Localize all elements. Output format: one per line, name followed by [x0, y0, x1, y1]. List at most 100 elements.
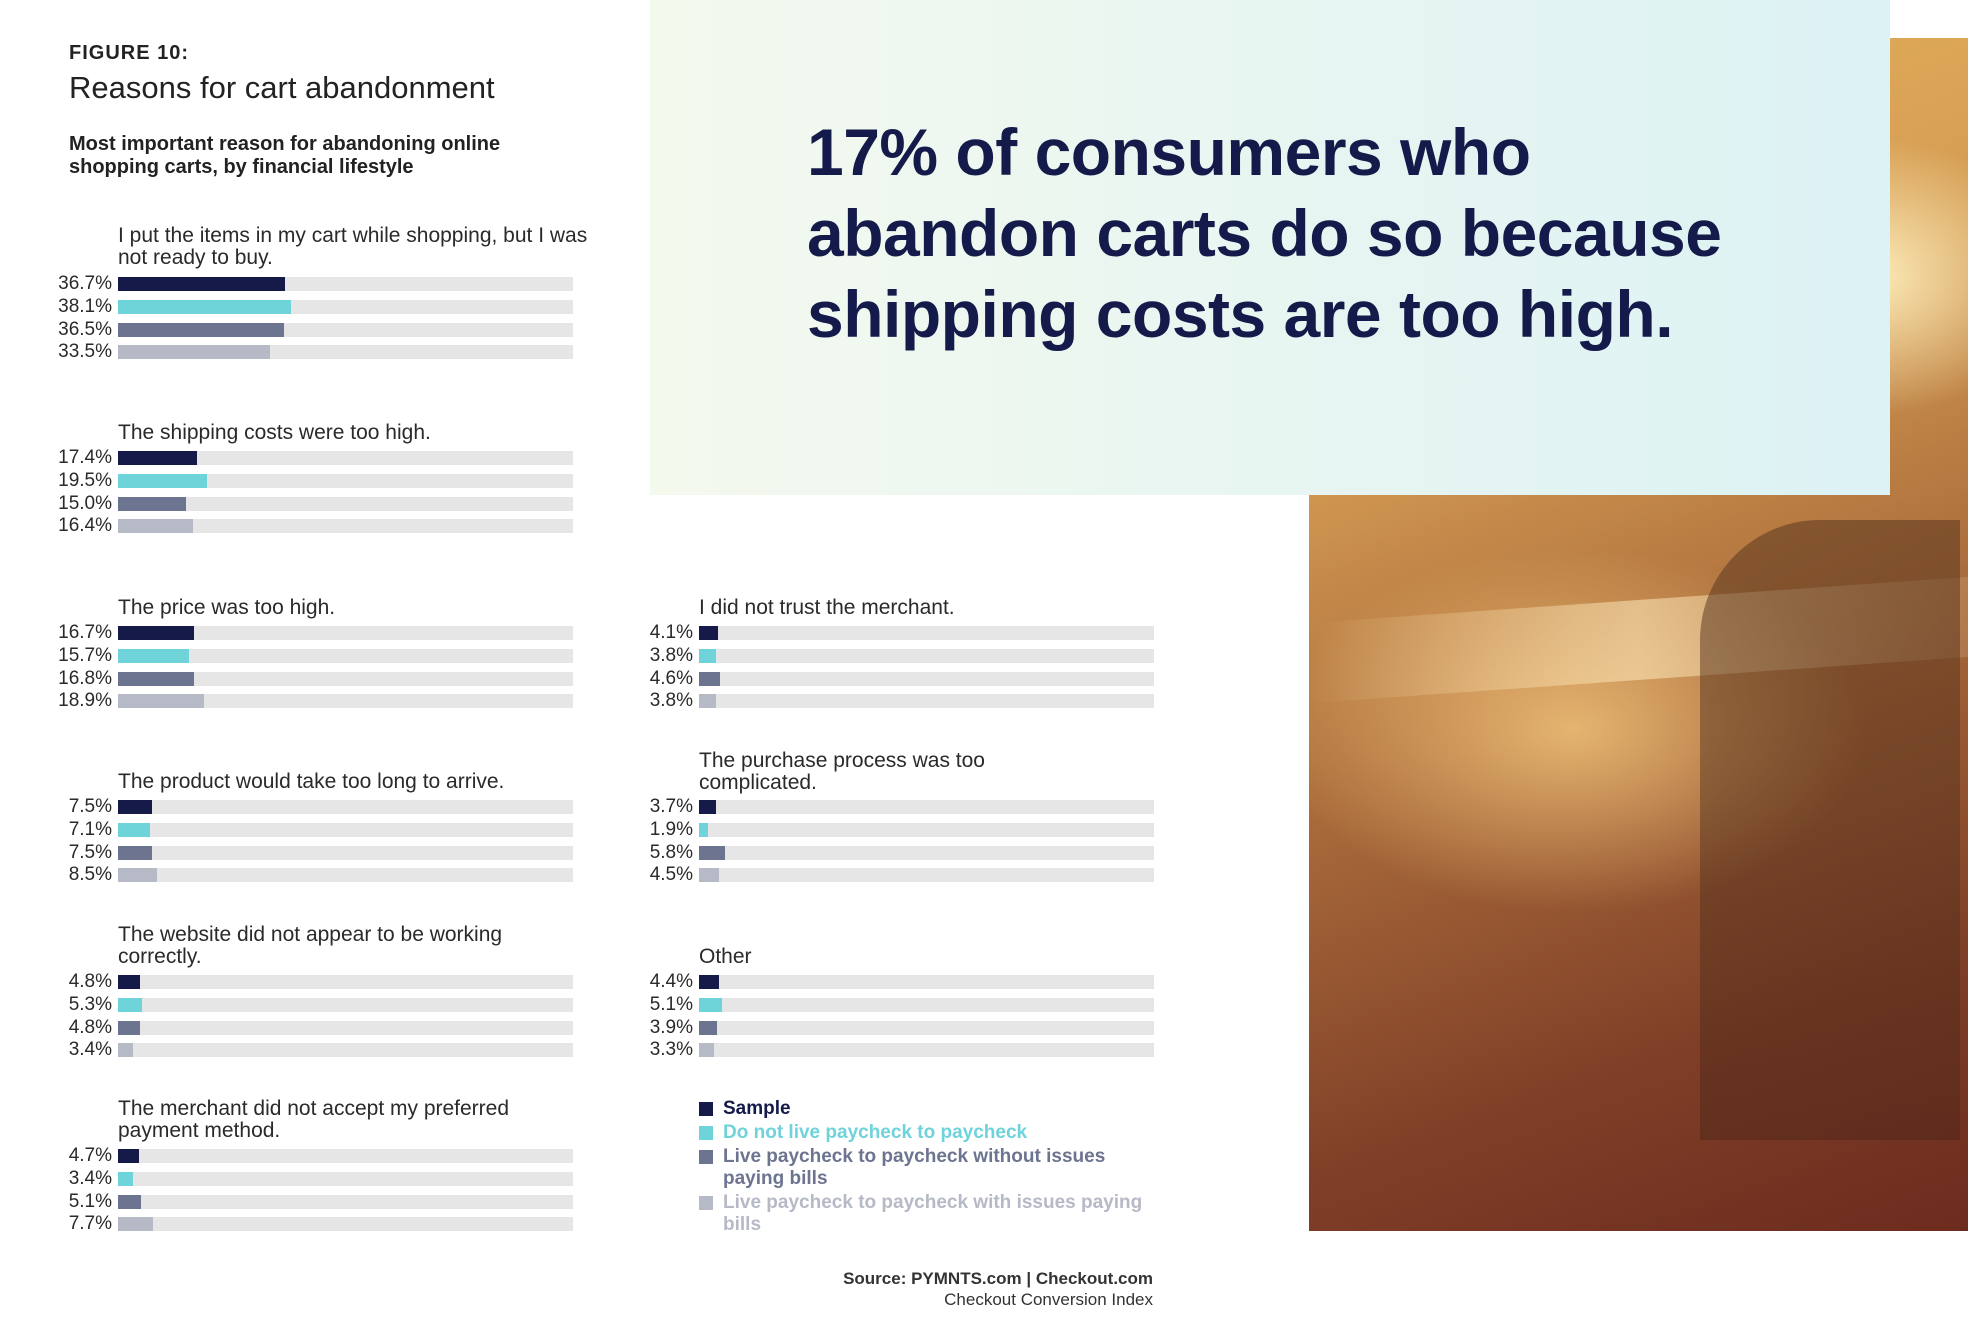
chart-group-title: The purchase process was too complicated… [699, 749, 985, 794]
legend-item-paycheck-issues: Live paycheck to paycheck with issues pa… [699, 1192, 1163, 1236]
bar-value-label: 36.7% [58, 273, 112, 294]
bar-value-label: 3.7% [649, 796, 693, 817]
bar-track [699, 671, 1154, 686]
bar-value-label: 4.4% [649, 971, 693, 992]
bar-value-label: 33.5% [58, 341, 112, 363]
bar [118, 1217, 154, 1232]
source-line2: Checkout Conversion Index [944, 1290, 1153, 1309]
bar [699, 822, 708, 837]
bar-value-label: 4.8% [68, 1016, 112, 1038]
bar-track [118, 277, 573, 291]
legend-label: Sample [723, 1098, 791, 1119]
bar-track [118, 1194, 573, 1209]
bar-value-label: 18.9% [58, 690, 112, 712]
bar-value-label: 3.4% [68, 1167, 112, 1189]
bar-track [699, 822, 1154, 837]
legend-label: Do not live paycheck to paycheck [723, 1122, 1028, 1143]
bar-value-label: 7.1% [68, 818, 112, 840]
bar-value-label: 7.7% [68, 1213, 112, 1235]
bar-track [699, 626, 1154, 640]
bar [699, 800, 716, 814]
figure-subtitle: Most important reason for abandoning onl… [69, 133, 501, 178]
bar-track [699, 648, 1154, 663]
bar [118, 1020, 140, 1035]
bar [699, 648, 717, 663]
chart-group-title: I put the items in my cart while shoppin… [118, 224, 588, 269]
legend-label: Live paycheck to paycheck with issues pa… [723, 1192, 1143, 1235]
chart-group-title: The website did not appear to be working… [118, 923, 503, 968]
bar-value-label: 4.7% [68, 1145, 112, 1166]
bar [118, 694, 204, 709]
source-org1: PYMNTS.com [911, 1269, 1022, 1288]
bar-value-label: 15.7% [58, 644, 112, 666]
bar-track [118, 299, 573, 314]
bar-track [699, 694, 1154, 709]
bar-value-label: 7.5% [68, 841, 112, 863]
bar-track [118, 496, 573, 511]
bar-track [118, 345, 573, 360]
bar-track [118, 1043, 573, 1058]
bar-track [118, 519, 573, 534]
bar [118, 1043, 134, 1058]
bar [118, 800, 153, 814]
bar-value-label: 17.4% [58, 447, 112, 468]
bar [118, 822, 151, 837]
bar [118, 496, 187, 511]
bar-value-label: 4.5% [649, 864, 693, 886]
bar-track [118, 322, 573, 337]
bar-track [118, 997, 573, 1012]
bar [699, 694, 717, 709]
legend: Sample Do not live paycheck to paycheck … [699, 1098, 1159, 1238]
bar-value-label: 16.8% [58, 667, 112, 689]
bar [699, 997, 723, 1012]
source-note: Source: PYMNTS.com | Checkout.com Checko… [843, 1268, 1153, 1310]
bar [699, 1020, 717, 1035]
bar-value-label: 5.1% [68, 1190, 112, 1212]
bar [699, 626, 718, 640]
legend-swatch [699, 1126, 713, 1140]
bar-value-label: 5.8% [649, 841, 693, 863]
bar [118, 868, 157, 883]
bar-value-label: 16.7% [58, 622, 112, 643]
bar [699, 975, 720, 989]
bar-track [118, 451, 573, 465]
bar-value-label: 3.8% [649, 690, 693, 712]
bar-value-label: 7.5% [68, 796, 112, 817]
bar [118, 671, 195, 686]
legend-swatch [699, 1196, 713, 1210]
chart-group-title: The shipping costs were too high. [118, 421, 431, 444]
figure-title: Reasons for cart abandonment [69, 70, 495, 105]
bar-value-label: 5.3% [68, 993, 112, 1015]
bar-track [118, 868, 573, 883]
bar [118, 345, 271, 360]
bar-value-label: 4.8% [68, 971, 112, 992]
bar-value-label: 36.5% [58, 318, 112, 340]
bar-track [699, 868, 1154, 883]
bar [118, 451, 198, 465]
bar [118, 277, 285, 291]
bar-track [699, 1043, 1154, 1058]
legend-item-not-paycheck: Do not live paycheck to paycheck [699, 1122, 1159, 1144]
bar-track [118, 1171, 573, 1186]
legend-item-sample: Sample [699, 1098, 1159, 1120]
bar-track [699, 845, 1154, 860]
bar-value-label: 3.8% [649, 644, 693, 666]
bar-track [699, 975, 1154, 989]
bar [118, 299, 292, 314]
bar-track [118, 473, 573, 488]
bar [118, 648, 190, 663]
bar [699, 671, 720, 686]
bar-track [118, 1020, 573, 1035]
source-org2: Checkout.com [1035, 1269, 1153, 1288]
bar-value-label: 15.0% [58, 492, 112, 514]
bar-track [118, 626, 573, 640]
chart-group-title: I did not trust the merchant. [699, 596, 955, 619]
bar-track [118, 694, 573, 709]
bar-value-label: 3.3% [649, 1039, 693, 1061]
bar-value-label: 3.4% [68, 1039, 112, 1061]
bar-track [699, 1020, 1154, 1035]
legend-label: Live paycheck to paycheck without issues… [723, 1146, 1106, 1189]
bar-track [118, 800, 573, 814]
bar-value-label: 16.4% [58, 515, 112, 537]
bar [699, 868, 720, 883]
